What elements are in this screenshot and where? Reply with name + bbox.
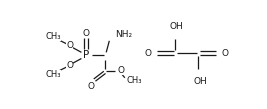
Text: O: O	[83, 29, 89, 38]
Text: O: O	[222, 49, 229, 58]
Text: O: O	[145, 49, 152, 58]
Text: O: O	[87, 82, 94, 91]
Text: OH: OH	[170, 22, 184, 31]
Text: CH₃: CH₃	[126, 76, 142, 85]
Text: O: O	[66, 41, 73, 50]
Text: CH₃: CH₃	[46, 70, 61, 79]
Text: O: O	[66, 61, 73, 70]
Text: P: P	[83, 50, 89, 60]
Text: NH₂: NH₂	[116, 30, 133, 39]
Text: OH: OH	[193, 77, 207, 86]
Text: O: O	[118, 66, 125, 75]
Text: CH₃: CH₃	[46, 32, 61, 41]
